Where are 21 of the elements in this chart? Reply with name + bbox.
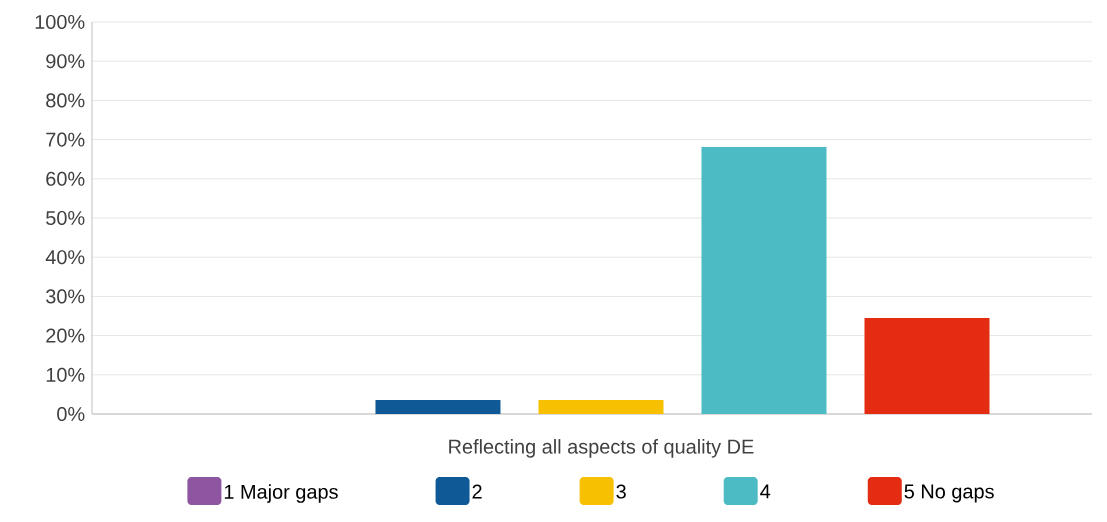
bar xyxy=(375,399,501,414)
y-tick-label: 30% xyxy=(46,289,85,304)
legend-label: 5 No gaps xyxy=(904,484,994,503)
y-tick-label: 20% xyxy=(46,328,85,343)
bar xyxy=(701,147,827,414)
y-tick-label: 80% xyxy=(46,93,85,108)
x-tick-label: Reflecting all aspects of quality DE xyxy=(449,439,754,458)
bar xyxy=(864,317,990,414)
y-tick-label: 10% xyxy=(46,367,85,382)
y-tick-label: 70% xyxy=(46,132,85,147)
bar xyxy=(538,399,664,414)
y-tick-label: 40% xyxy=(45,250,85,265)
y-tick-label: 0% xyxy=(57,406,85,422)
legend-label: 2 xyxy=(472,484,482,499)
y-tick-label: 90% xyxy=(46,54,85,69)
legend-label: 1 Major gaps xyxy=(224,484,338,503)
y-tick-label: 100% xyxy=(35,14,85,30)
legend-label: 4 xyxy=(760,484,771,499)
y-tick-label: 60% xyxy=(46,171,85,186)
y-tick-label: 50% xyxy=(46,210,85,226)
legend-label: 3 xyxy=(616,484,626,499)
